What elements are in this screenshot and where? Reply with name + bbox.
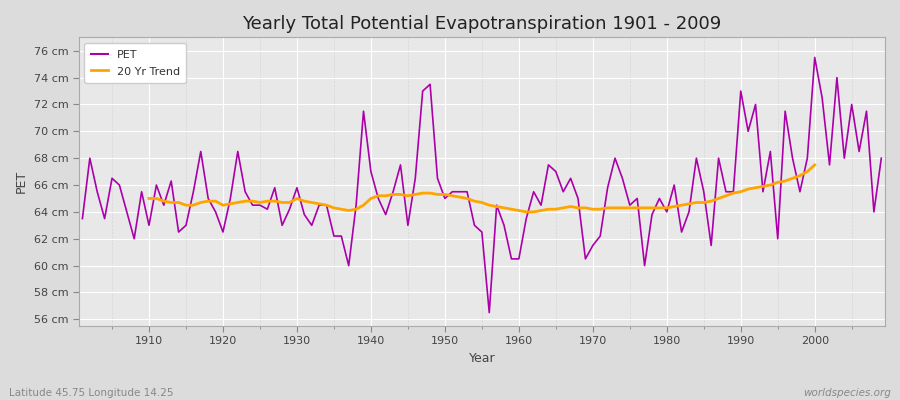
Legend: PET, 20 Yr Trend: PET, 20 Yr Trend [85,43,186,83]
Text: worldspecies.org: worldspecies.org [803,388,891,398]
Title: Yearly Total Potential Evapotranspiration 1901 - 2009: Yearly Total Potential Evapotranspiratio… [242,15,722,33]
Y-axis label: PET: PET [15,170,28,193]
Text: Latitude 45.75 Longitude 14.25: Latitude 45.75 Longitude 14.25 [9,388,174,398]
X-axis label: Year: Year [469,352,495,365]
